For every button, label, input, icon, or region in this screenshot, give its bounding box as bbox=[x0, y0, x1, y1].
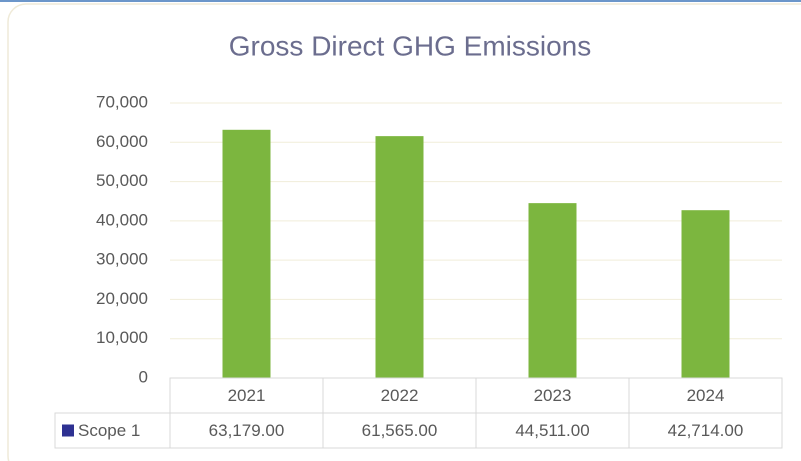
y-tick-label: 10,000 bbox=[96, 328, 148, 347]
data-label: 63,179.00 bbox=[209, 421, 285, 440]
x-tick-label: 2024 bbox=[687, 386, 725, 405]
card bbox=[7, 3, 801, 461]
x-tick-label: 2022 bbox=[381, 386, 419, 405]
x-tick-label: 2023 bbox=[534, 386, 572, 405]
y-tick-label: 30,000 bbox=[96, 250, 148, 269]
bar bbox=[681, 210, 730, 378]
bar bbox=[222, 129, 271, 378]
bar bbox=[528, 203, 577, 378]
legend-key bbox=[62, 424, 74, 437]
x-tick-label: 2021 bbox=[228, 386, 266, 405]
y-tick-label: 20,000 bbox=[96, 289, 148, 308]
data-label: 42,714.00 bbox=[668, 421, 744, 440]
legend-label: Scope 1 bbox=[78, 421, 140, 440]
y-tick-label: 60,000 bbox=[96, 132, 148, 151]
y-tick-label: 40,000 bbox=[96, 210, 148, 229]
chart-title: Gross Direct GHG Emissions bbox=[229, 30, 592, 61]
table-cell bbox=[628, 412, 783, 449]
y-tick-label: 50,000 bbox=[96, 171, 148, 190]
bar bbox=[375, 136, 424, 378]
data-label: 44,511.00 bbox=[515, 421, 589, 440]
y-tick-label: 0 bbox=[139, 367, 148, 386]
y-tick-label: 70,000 bbox=[96, 92, 148, 111]
data-label: 61,565.00 bbox=[362, 421, 438, 440]
